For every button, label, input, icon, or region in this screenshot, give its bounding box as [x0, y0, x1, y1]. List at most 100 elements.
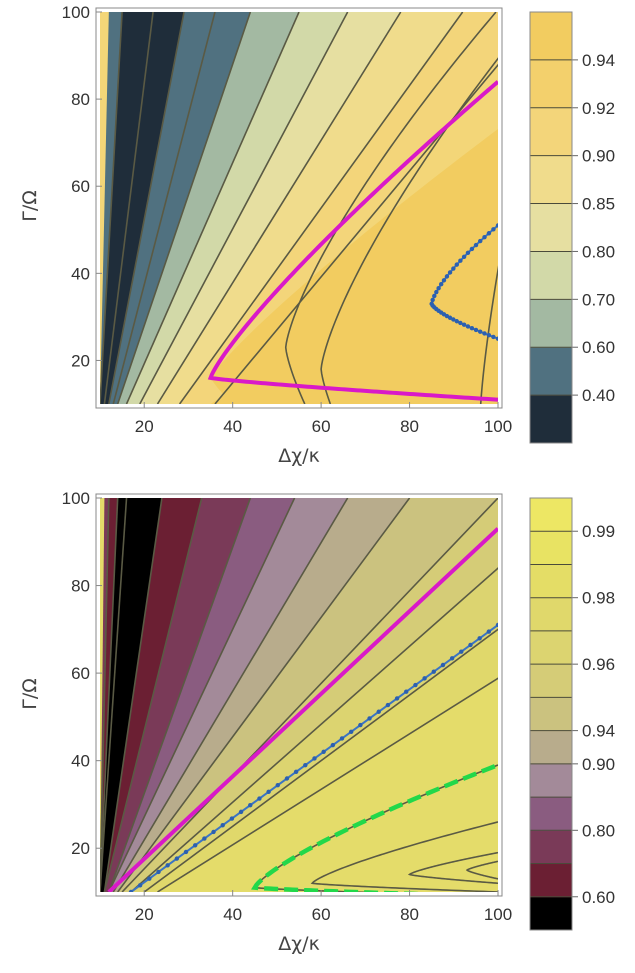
y-tick-label: 20 [71, 839, 90, 858]
y-tick-label: 40 [71, 264, 90, 283]
dot-marker [330, 742, 336, 748]
colorbar-swatch [530, 763, 572, 798]
contour-line [156, 12, 402, 404]
dot-marker [192, 843, 198, 848]
contour-band [210, 128, 498, 404]
blue-dot-markers-1 [429, 223, 498, 341]
y-axis-label-2: Γ/Ω [19, 678, 41, 710]
dot-marker [376, 709, 381, 714]
dot-marker [303, 762, 308, 768]
dot-marker [454, 319, 460, 324]
dot-marker [465, 324, 471, 329]
contour-line [103, 498, 163, 892]
dot-marker [229, 816, 235, 821]
dot-marker [441, 278, 447, 283]
contour-line [117, 498, 411, 892]
contour-band [139, 12, 401, 404]
plot-area-1 [100, 12, 498, 404]
dot-marker [491, 227, 496, 232]
dot-marker [444, 274, 450, 279]
dot-marker [358, 722, 363, 728]
dot-marker [404, 689, 409, 694]
colorbar-label: 0.92 [582, 99, 615, 118]
contour-line [157, 677, 498, 892]
dot-marker [431, 669, 436, 674]
colorbar-swatch [530, 630, 572, 665]
dot-marker [430, 297, 435, 303]
dot-marker [440, 662, 446, 668]
contour-line [112, 12, 216, 404]
plot-frame-1 [95, 7, 503, 409]
colorbar-swatch [530, 299, 572, 348]
dot-marker [137, 883, 143, 888]
dot-marker [459, 649, 464, 654]
dot-marker [238, 809, 244, 815]
dot-marker [482, 234, 487, 240]
dot-marker [438, 282, 444, 287]
contour-line [108, 498, 252, 892]
dot-marker [165, 863, 170, 868]
dot-marker [482, 331, 487, 336]
magenta-contour-2 [107, 527, 498, 892]
magenta-contour-1 [207, 80, 498, 402]
dot-marker [174, 856, 180, 861]
y-tick-label: 80 [71, 90, 90, 109]
dot-marker [495, 223, 498, 228]
colorbar-swatch [530, 664, 572, 698]
plot-area-2 [100, 498, 498, 892]
y-tick-label: 60 [71, 177, 90, 196]
dot-marker [293, 769, 299, 775]
colorbar-swatch [530, 830, 572, 865]
contour-line [479, 265, 498, 404]
x-tick-label: 60 [312, 417, 331, 436]
dot-marker [486, 231, 492, 236]
dot-marker [312, 756, 317, 761]
x-tick-label: 40 [223, 905, 242, 924]
axis-ticks-2: 20 20 40 40 60 60 80 80 100 100 [62, 489, 513, 924]
contour-line [121, 498, 498, 892]
colorbar-swatch [530, 797, 572, 831]
colorbar-swatch [530, 863, 572, 898]
dot-marker [461, 322, 467, 327]
green-dashed-contour-2 [251, 762, 498, 892]
dot-marker [128, 889, 134, 892]
contour-line [100, 12, 123, 404]
dot-marker [432, 293, 437, 299]
colorbar-swatch [530, 697, 572, 732]
colorbar-label: 0.40 [582, 386, 615, 405]
dot-marker [147, 876, 152, 881]
colorbar-frame [529, 11, 573, 444]
dot-marker [339, 736, 345, 741]
contour-line [100, 498, 119, 892]
dot-marker [275, 782, 280, 788]
dot-marker [257, 796, 262, 801]
contour-line [407, 851, 498, 885]
dot-marker [321, 749, 326, 755]
contour-line [103, 498, 203, 892]
contour-plot-2: 20 20 40 40 60 60 80 80 100 100 Δχ/κ Γ/Ω 0.60 0.80… [19, 489, 615, 955]
contour-band [126, 12, 348, 404]
dot-marker [486, 629, 492, 634]
contour-line [100, 498, 110, 892]
colorbar-swatch [530, 203, 572, 252]
dot-marker [385, 702, 391, 708]
dot-marker [486, 332, 492, 338]
colorbar-label: 0.85 [582, 195, 615, 214]
dot-marker [422, 676, 427, 681]
colorbar-label: 0.60 [582, 888, 615, 907]
axis-ticks-1: 20 20 40 40 60 60 80 80 100 100 [62, 3, 513, 436]
colorbar-label: 0.60 [582, 338, 615, 357]
contour-line [284, 12, 497, 404]
blue-dot-markers-2 [128, 622, 498, 892]
colorbar-label: 0.94 [582, 51, 615, 70]
y-tick-label: 100 [62, 489, 90, 508]
contour-line [143, 628, 498, 892]
dot-marker [495, 622, 498, 628]
dot-marker [465, 250, 471, 256]
x-axis-label-2: Δχ/κ [278, 933, 320, 955]
dot-marker [451, 317, 456, 322]
y-tick-label: 40 [71, 752, 90, 771]
dot-marker [202, 836, 207, 841]
dot-marker [473, 242, 479, 248]
x-tick-label: 80 [400, 905, 419, 924]
